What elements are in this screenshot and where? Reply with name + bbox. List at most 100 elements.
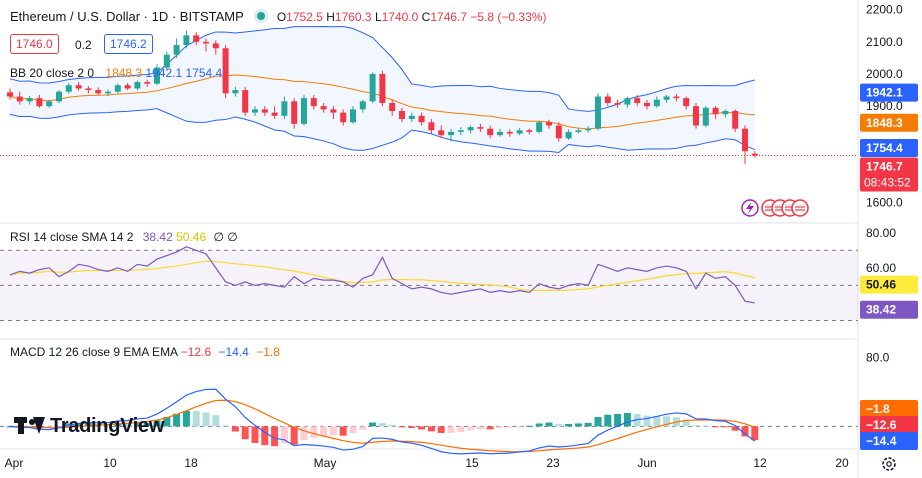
rsi-legend[interactable]: RSI 14 close SMA 14 2 38.42 50.46 ∅ ∅ xyxy=(10,230,238,244)
macd-hist-bar xyxy=(212,415,220,427)
macd-hist-bar xyxy=(75,423,83,427)
macd-hist-bar xyxy=(271,426,279,447)
candle-body xyxy=(203,41,209,44)
time-tick-label: 10 xyxy=(103,456,117,470)
bb-upper-line xyxy=(9,25,755,112)
rsi-tag-box xyxy=(860,275,918,294)
candle-body xyxy=(428,122,435,131)
macd-hist-bar xyxy=(388,424,396,427)
macd-value: −14.4 xyxy=(218,345,249,359)
candle-body xyxy=(65,85,72,92)
candle-body xyxy=(369,74,376,102)
candle-body xyxy=(585,128,592,131)
candle-body xyxy=(16,96,23,102)
candle-body xyxy=(438,130,445,136)
candle-body xyxy=(448,131,454,136)
candle-body xyxy=(624,98,631,105)
high-value: 1760.3 xyxy=(334,10,372,24)
candle-body xyxy=(163,54,170,68)
lightning-icon xyxy=(746,202,754,214)
low-value: 1740.0 xyxy=(381,10,419,24)
macd-tag-box xyxy=(860,400,918,418)
symbol-title[interactable]: Ethereum / U.S. Dollar · 1D · BITSTAMP xyxy=(10,9,244,24)
candle-body xyxy=(301,98,307,124)
macd-hist-bar xyxy=(712,426,720,428)
macd-hist-bar xyxy=(173,413,181,427)
time-tick-label: Jun xyxy=(637,456,656,470)
macd-hist-bar xyxy=(427,426,435,432)
macd-hist-bar xyxy=(398,426,406,428)
macd-hist-bar xyxy=(310,426,318,438)
candle-body xyxy=(36,98,43,107)
candle-body xyxy=(418,115,425,123)
macd-legend[interactable]: MACD 12 26 close 9 EMA EMA −12.6 −14.4 −… xyxy=(10,345,280,359)
spread-value: 0.2 xyxy=(75,38,92,52)
macd-hist-bar xyxy=(653,416,661,427)
price-tick-label: 2200.0 xyxy=(866,3,903,17)
macd-hist-bar xyxy=(437,426,445,433)
candle-body xyxy=(173,45,180,55)
rsi-tick-label: 60.00 xyxy=(866,261,896,275)
candle-body xyxy=(457,130,464,132)
macd-tag: −14.4 xyxy=(866,434,897,448)
buy-button[interactable]: 1746.2 xyxy=(104,34,153,54)
macd-hist-bar xyxy=(731,426,739,431)
bb-legend[interactable]: BB 20 close 2 0 1848.3 1942.1 1754.4 xyxy=(10,66,223,80)
sell-button[interactable]: 1746.0 xyxy=(10,34,59,54)
price-tick-label: 2100.0 xyxy=(866,35,903,49)
macd-hist-bar xyxy=(721,426,729,428)
candle-body xyxy=(712,107,719,115)
macd-hist-bar xyxy=(300,426,308,441)
macd-hist-bar xyxy=(584,422,592,427)
candle-body xyxy=(114,85,121,92)
macd-hist-bar xyxy=(525,425,533,427)
gear-icon xyxy=(882,457,896,471)
macd-hist-bar xyxy=(535,423,543,427)
time-tick-label: May xyxy=(314,456,337,470)
macd-hist-bar xyxy=(143,422,151,427)
flag-icon-field xyxy=(785,204,795,212)
candle-body xyxy=(281,101,288,116)
open-value: 1752.5 xyxy=(286,10,323,24)
macd-hist-bar xyxy=(241,426,249,440)
candle-body xyxy=(595,96,601,129)
candle-body xyxy=(379,74,386,103)
candle-body xyxy=(46,101,53,107)
candle-body xyxy=(693,106,699,126)
macd-hist-bar xyxy=(447,426,455,433)
tradingview-logo-icon xyxy=(14,416,45,437)
candle-body xyxy=(252,109,258,113)
macd-tick-label: 80.0 xyxy=(866,350,890,364)
candle-body xyxy=(144,82,151,84)
rsi-tick-label: 80.00 xyxy=(866,226,896,240)
candle-body xyxy=(732,111,739,129)
candle-body xyxy=(105,91,111,94)
candle-body xyxy=(614,102,621,105)
candle-body xyxy=(350,109,356,123)
time-tick-label: Apr xyxy=(5,456,24,470)
candle-body xyxy=(565,131,572,139)
macd-hist-bar xyxy=(682,419,690,427)
macd-hist-bar xyxy=(467,426,475,431)
candle-body xyxy=(408,115,415,120)
macd-hist-bar xyxy=(261,426,269,446)
macd-tag: −1.8 xyxy=(866,402,890,416)
market-status-icon xyxy=(257,12,266,20)
candle-body xyxy=(95,90,102,94)
tradingview-wordmark: TradingView xyxy=(50,415,165,437)
candle-body xyxy=(683,98,690,107)
countdown-label: 08:43:52 xyxy=(864,175,911,189)
candle-body xyxy=(261,109,268,113)
candle-body xyxy=(536,122,543,132)
candle-body xyxy=(497,131,503,136)
candle-body xyxy=(634,98,641,103)
symbol-legend: Ethereum / U.S. Dollar · 1D · BITSTAMP O… xyxy=(10,9,547,24)
macd-tag-box xyxy=(860,432,918,450)
macd-hist-bar xyxy=(506,426,514,428)
macd-hist-bar xyxy=(751,426,759,441)
macd-hist-value: −12.6 xyxy=(180,345,212,359)
candle-body xyxy=(663,96,670,100)
tradingview-logo[interactable]: TradingView xyxy=(14,415,164,438)
candle-body xyxy=(26,98,33,102)
